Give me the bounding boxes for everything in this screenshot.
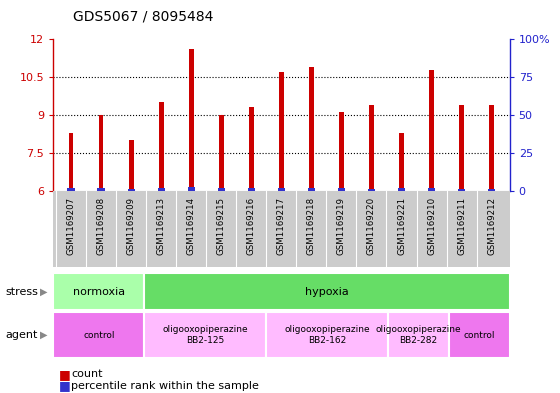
Text: GSM1169210: GSM1169210 [427, 197, 436, 255]
Text: GSM1169218: GSM1169218 [307, 197, 316, 255]
Text: hypoxia: hypoxia [305, 287, 349, 297]
Bar [157, 188, 165, 191]
Bar [69, 132, 73, 191]
Text: GSM1169207: GSM1169207 [67, 197, 76, 255]
Bar [489, 105, 494, 191]
Bar [144, 312, 266, 358]
Text: GSM1169221: GSM1169221 [397, 197, 406, 255]
Text: GSM1169215: GSM1169215 [217, 197, 226, 255]
Bar [129, 140, 133, 191]
Text: oligooxopiperazine
BB2-125: oligooxopiperazine BB2-125 [162, 325, 248, 345]
Text: GSM1169212: GSM1169212 [487, 197, 496, 255]
Text: count: count [71, 369, 102, 379]
Text: oligooxopiperazine
BB2-282: oligooxopiperazine BB2-282 [376, 325, 461, 345]
Bar [99, 115, 104, 191]
Text: normoxia: normoxia [73, 287, 125, 297]
Text: GSM1169216: GSM1169216 [247, 197, 256, 255]
Bar [188, 187, 195, 191]
Bar [67, 187, 75, 191]
Text: GSM1169219: GSM1169219 [337, 197, 346, 255]
Text: GSM1169208: GSM1169208 [97, 197, 106, 255]
Bar [368, 189, 375, 191]
Bar [338, 188, 345, 191]
Bar [399, 132, 404, 191]
Text: GSM1169214: GSM1169214 [187, 197, 196, 255]
Bar [219, 115, 223, 191]
Bar [279, 72, 284, 191]
Text: ■: ■ [59, 379, 71, 393]
Bar [53, 312, 144, 358]
Bar [159, 102, 164, 191]
Bar [388, 312, 449, 358]
Bar [458, 189, 465, 191]
Text: stress: stress [6, 287, 39, 297]
Text: control: control [464, 331, 495, 340]
Bar [369, 105, 374, 191]
Text: GSM1169220: GSM1169220 [367, 197, 376, 255]
Text: ■: ■ [59, 367, 71, 381]
Bar [189, 50, 194, 191]
Bar [144, 273, 510, 310]
Bar [97, 188, 105, 191]
Bar [278, 188, 285, 191]
Text: GSM1169213: GSM1169213 [157, 197, 166, 255]
Bar [53, 273, 144, 310]
Bar [218, 188, 225, 191]
Text: control: control [83, 331, 115, 340]
Bar [266, 312, 388, 358]
Bar [339, 112, 344, 191]
Bar [249, 107, 254, 191]
Text: agent: agent [6, 330, 38, 340]
Bar [307, 188, 315, 191]
Bar [248, 188, 255, 191]
Text: ▶: ▶ [40, 287, 48, 297]
Text: GDS5067 / 8095484: GDS5067 / 8095484 [73, 10, 213, 24]
Text: ▶: ▶ [40, 330, 48, 340]
Bar [449, 312, 510, 358]
Bar [398, 188, 405, 191]
Text: percentile rank within the sample: percentile rank within the sample [71, 381, 259, 391]
Bar [428, 188, 435, 191]
Text: GSM1169209: GSM1169209 [127, 197, 136, 255]
Text: GSM1169211: GSM1169211 [457, 197, 466, 255]
Text: GSM1169217: GSM1169217 [277, 197, 286, 255]
Bar [430, 70, 434, 191]
Bar [128, 189, 135, 191]
Bar [459, 105, 464, 191]
Text: oligooxopiperazine
BB2-162: oligooxopiperazine BB2-162 [284, 325, 370, 345]
Bar [488, 189, 496, 191]
Bar [309, 67, 314, 191]
